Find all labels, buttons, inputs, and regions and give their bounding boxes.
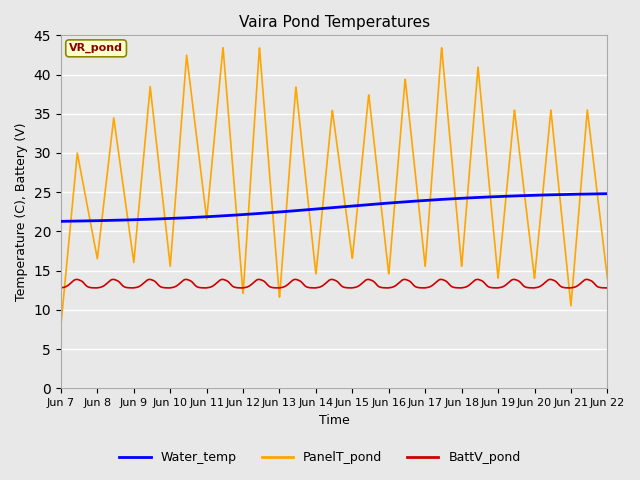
- Title: Vaira Pond Temperatures: Vaira Pond Temperatures: [239, 15, 429, 30]
- Legend: Water_temp, PanelT_pond, BattV_pond: Water_temp, PanelT_pond, BattV_pond: [115, 446, 525, 469]
- Text: VR_pond: VR_pond: [69, 43, 123, 53]
- X-axis label: Time: Time: [319, 414, 349, 427]
- Y-axis label: Temperature (C), Battery (V): Temperature (C), Battery (V): [15, 122, 28, 301]
